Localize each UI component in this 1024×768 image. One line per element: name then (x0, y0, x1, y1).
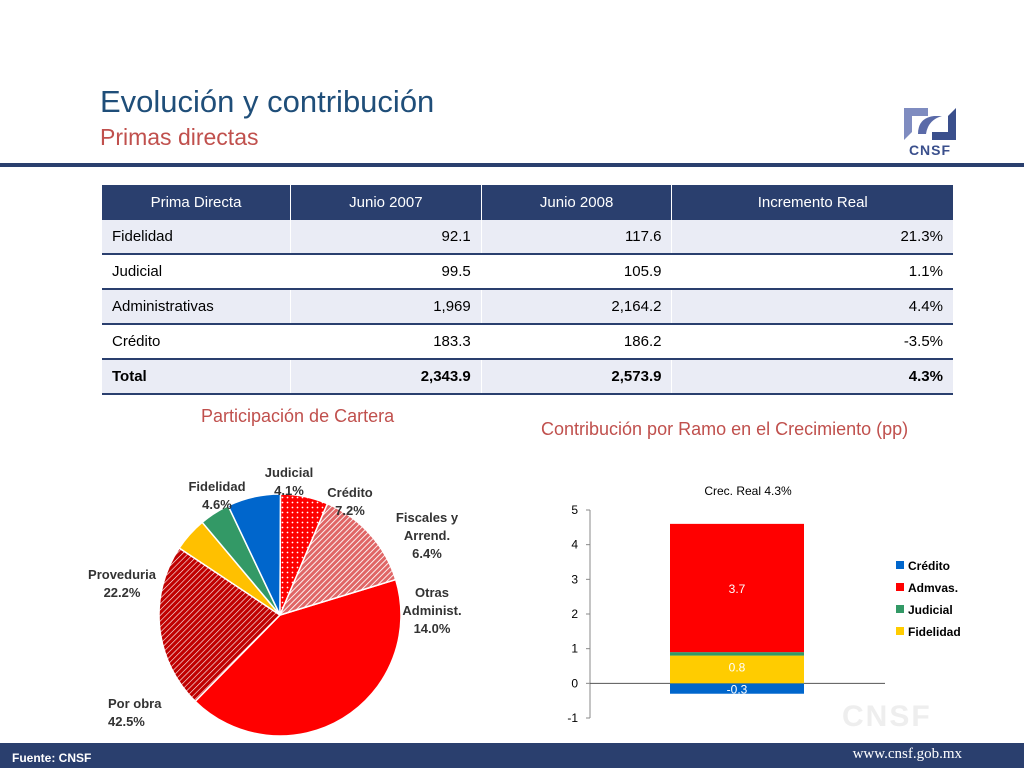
y-tick-label: 0 (571, 676, 578, 690)
pie-slice (158, 546, 282, 703)
cell-2007: 183.3 (290, 324, 482, 360)
cell-incremento: 4.4% (671, 289, 953, 325)
header-junio-2007: Junio 2007 (290, 185, 482, 220)
table-header-row: Prima Directa Junio 2007 Junio 2008 Incr… (102, 185, 953, 220)
table-total-row: Total 2,343.9 2,573.9 4.3% (102, 359, 953, 395)
total-label: Total (102, 359, 291, 395)
cell-2008: 2,164.2 (480, 289, 672, 325)
bar-annotation: Crec. Real 4.3% (704, 484, 792, 498)
cell-incremento: 21.3% (671, 220, 953, 255)
pie-label: Por obra 42.5% (108, 696, 162, 729)
cell-incremento: -3.5% (671, 324, 953, 360)
bar-chart-title: Contribución por Ramo en el Crecimiento … (541, 419, 909, 439)
page-subtitle: Primas directas (100, 124, 259, 150)
pie-label: Otras Administ. 14.0% (402, 585, 461, 636)
bar-value-label: -0.3 (727, 683, 748, 697)
legend-swatch (896, 627, 904, 635)
cell-2008: 117.6 (480, 220, 672, 255)
legend-swatch (896, 605, 904, 613)
cell-2007: 99.5 (290, 254, 482, 290)
header-incremento-real: Incremento Real (671, 185, 953, 220)
bar-segment (670, 683, 804, 694)
total-2008: 2,573.9 (480, 359, 672, 395)
footer-bar: Fuente: CNSF www.cnsf.gob.mx (0, 743, 1024, 768)
y-tick-label: 3 (571, 572, 578, 586)
y-tick-label: 1 (571, 642, 578, 656)
table-row: Crédito 183.3 186.2 -3.5% (102, 324, 953, 360)
pie-label: Fiscales y Arrend. 6.4% (396, 510, 459, 561)
y-tick-label: -1 (567, 711, 578, 725)
bar-value-label: 3.7 (729, 582, 746, 596)
bar-value-label: 0.8 (729, 660, 746, 674)
footer-url[interactable]: www.cnsf.gob.mx (852, 746, 962, 762)
cnsf-logo: CNSF (898, 104, 962, 160)
total-2007: 2,343.9 (290, 359, 482, 395)
row-label: Administrativas (102, 289, 291, 325)
table-row: Fidelidad 92.1 117.6 21.3% (102, 220, 953, 255)
row-label: Judicial (102, 254, 291, 290)
legend-swatch (896, 583, 904, 591)
cell-2008: 105.9 (480, 254, 672, 290)
y-tick-label: 2 (571, 607, 578, 621)
logo-text: CNSF (908, 142, 952, 158)
row-label: Fidelidad (102, 220, 291, 255)
legend-label: Admvas. (908, 581, 958, 595)
header-rule (0, 163, 1024, 167)
total-incremento: 4.3% (671, 359, 953, 395)
pie-label: Judicial 4.1% (265, 465, 313, 498)
pie-slice (194, 578, 402, 737)
pie-label: Proveduria 22.2% (88, 567, 157, 600)
pie-label: Fidelidad 4.6% (188, 479, 245, 512)
table-row: Administrativas 1,969 2,164.2 4.4% (102, 289, 953, 325)
cnsf-logo-mark (904, 108, 956, 140)
y-tick-label: 4 (571, 538, 578, 552)
pie-label: Crédito 7.2% (327, 485, 373, 518)
table-row: Judicial 99.5 105.9 1.1% (102, 254, 953, 290)
legend-label: Judicial (908, 603, 953, 617)
row-label: Crédito (102, 324, 291, 360)
cell-2007: 1,969 (290, 289, 482, 325)
watermark: CNSF (842, 700, 932, 733)
footer-source: Fuente: CNSF (12, 751, 92, 765)
legend-label: Crédito (908, 559, 950, 573)
page-title: Evolución y contribución (100, 84, 435, 119)
pie-slice (278, 502, 397, 617)
cell-2008: 186.2 (480, 324, 672, 360)
bar-segment (670, 652, 804, 656)
header-junio-2008: Junio 2008 (481, 185, 673, 220)
header-prima-directa: Prima Directa (102, 185, 291, 220)
bar-segment (670, 523, 804, 653)
pie-chart-title: Participación de Cartera (201, 406, 395, 426)
pie-chart: Por obra 42.5% Proveduria 22.2% Fidelidad 4.6… (88, 465, 462, 737)
legend-swatch (896, 561, 904, 569)
premiums-table: Prima Directa Junio 2007 Junio 2008 Incr… (102, 185, 953, 395)
bar-segment (670, 655, 804, 684)
legend-label: Fidelidad (908, 625, 961, 639)
cell-incremento: 1.1% (671, 254, 953, 290)
y-tick-label: 5 (571, 503, 578, 517)
cell-2007: 92.1 (290, 220, 482, 255)
